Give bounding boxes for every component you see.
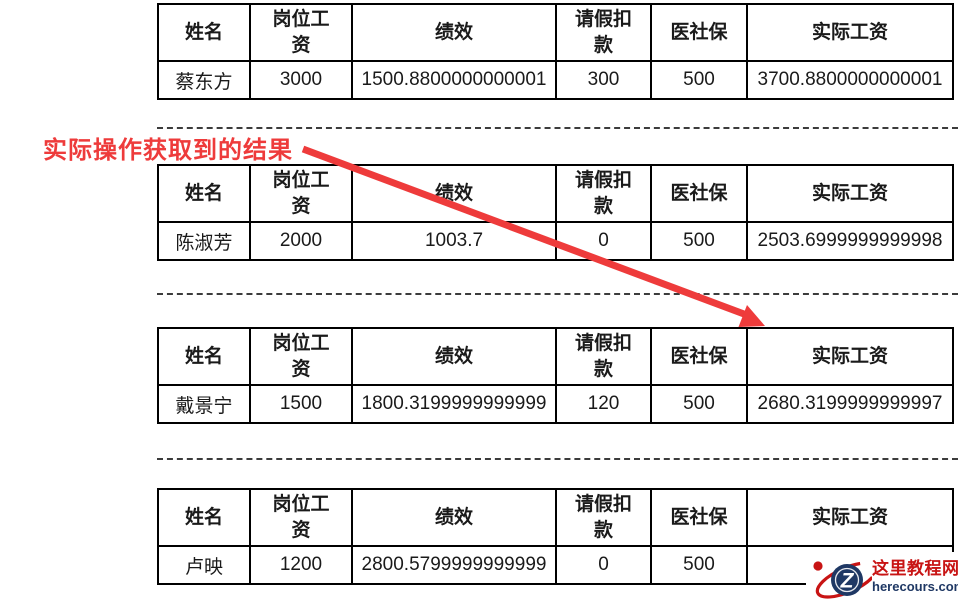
cell-performance: 1800.3199999999999 — [351, 384, 557, 424]
salary-table-3: 姓名 岗位工 资 绩效 请假扣 款 医社保 实际工资 戴景宁 1500 1800… — [157, 327, 954, 424]
logo-orbit-icon: Z — [813, 561, 872, 599]
header-cell-base-salary: 岗位工 资 — [249, 327, 353, 386]
header-cell-name: 姓名 — [157, 488, 251, 547]
data-row: 蔡东方 3000 1500.8800000000001 300 500 3700… — [157, 60, 954, 100]
cell-leave-deduction: 120 — [555, 384, 652, 424]
data-row: 卢映 1200 2800.5799999999999 0 500 3500.5 — [157, 545, 954, 585]
header-cell-leave-deduction: 请假扣 款 — [555, 488, 652, 547]
dashed-separator — [157, 293, 958, 295]
cell-performance: 2800.5799999999999 — [351, 545, 557, 585]
cell-insurance: 500 — [650, 384, 748, 424]
cell-base-salary: 1200 — [249, 545, 353, 585]
header-cell-leave-deduction: 请假扣 款 — [555, 3, 652, 62]
cell-name: 卢映 — [157, 545, 251, 585]
header-row: 姓名 岗位工 资 绩效 请假扣 款 医社保 实际工资 — [157, 164, 954, 223]
cell-leave-deduction: 0 — [555, 545, 652, 585]
logo-domain-text: herecours.com — [872, 578, 958, 594]
header-cell-actual-salary: 实际工资 — [746, 164, 954, 223]
salary-table-2: 姓名 岗位工 资 绩效 请假扣 款 医社保 实际工资 陈淑芳 2000 1003… — [157, 164, 954, 261]
cell-insurance: 500 — [650, 221, 748, 261]
header-cell-insurance: 医社保 — [650, 164, 748, 223]
cell-insurance: 500 — [650, 60, 748, 100]
logo-brand-text: 这里教程网 — [872, 558, 958, 578]
header-row: 姓名 岗位工 资 绩效 请假扣 款 医社保 实际工资 — [157, 488, 954, 547]
dashed-separator — [157, 127, 958, 129]
data-row: 陈淑芳 2000 1003.7 0 500 2503.6999999999998 — [157, 221, 954, 261]
cell-actual-salary: 2503.6999999999998 — [746, 221, 954, 261]
annotation-label: 实际操作获取到的结果 — [43, 137, 293, 164]
cell-performance: 1003.7 — [351, 221, 557, 261]
header-cell-performance: 绩效 — [351, 488, 557, 547]
cell-performance: 1500.8800000000001 — [351, 60, 557, 100]
header-cell-leave-deduction: 请假扣 款 — [555, 327, 652, 386]
cell-name: 戴景宁 — [157, 384, 251, 424]
cell-base-salary: 3000 — [249, 60, 353, 100]
dashed-separator — [157, 458, 958, 460]
header-cell-insurance: 医社保 — [650, 3, 748, 62]
header-row: 姓名 岗位工 资 绩效 请假扣 款 医社保 实际工资 — [157, 3, 954, 62]
header-cell-insurance: 医社保 — [650, 327, 748, 386]
cell-leave-deduction: 300 — [555, 60, 652, 100]
header-cell-performance: 绩效 — [351, 164, 557, 223]
cell-insurance: 500 — [650, 545, 748, 585]
header-cell-actual-salary: 实际工资 — [746, 3, 954, 62]
watermark-logo: Z 这里教程网 herecours.com — [806, 552, 958, 600]
header-cell-base-salary: 岗位工 资 — [249, 164, 353, 223]
header-cell-name: 姓名 — [157, 164, 251, 223]
cell-actual-salary: 3700.8800000000001 — [746, 60, 954, 100]
header-cell-performance: 绩效 — [351, 3, 557, 62]
data-row: 戴景宁 1500 1800.3199999999999 120 500 2680… — [157, 384, 954, 424]
header-cell-insurance: 医社保 — [650, 488, 748, 547]
cell-base-salary: 1500 — [249, 384, 353, 424]
header-cell-name: 姓名 — [157, 3, 251, 62]
header-cell-actual-salary: 实际工资 — [746, 488, 954, 547]
header-row: 姓名 岗位工 资 绩效 请假扣 款 医社保 实际工资 — [157, 327, 954, 386]
logo-text-block: 这里教程网 herecours.com — [872, 560, 958, 593]
salary-table-4: 姓名 岗位工 资 绩效 请假扣 款 医社保 实际工资 卢映 1200 2800.… — [157, 488, 954, 585]
header-cell-name: 姓名 — [157, 327, 251, 386]
salary-table-1: 姓名 岗位工 资 绩效 请假扣 款 医社保 实际工资 蔡东方 3000 1500… — [157, 3, 954, 100]
cell-name: 陈淑芳 — [157, 221, 251, 261]
cell-base-salary: 2000 — [249, 221, 353, 261]
cell-leave-deduction: 0 — [555, 221, 652, 261]
cell-name: 蔡东方 — [157, 60, 251, 100]
header-cell-actual-salary: 实际工资 — [746, 327, 954, 386]
logo-monogram: Z — [840, 570, 855, 593]
header-cell-performance: 绩效 — [351, 327, 557, 386]
header-cell-base-salary: 岗位工 资 — [249, 488, 353, 547]
header-cell-leave-deduction: 请假扣 款 — [555, 164, 652, 223]
header-cell-base-salary: 岗位工 资 — [249, 3, 353, 62]
cell-actual-salary: 2680.3199999999997 — [746, 384, 954, 424]
